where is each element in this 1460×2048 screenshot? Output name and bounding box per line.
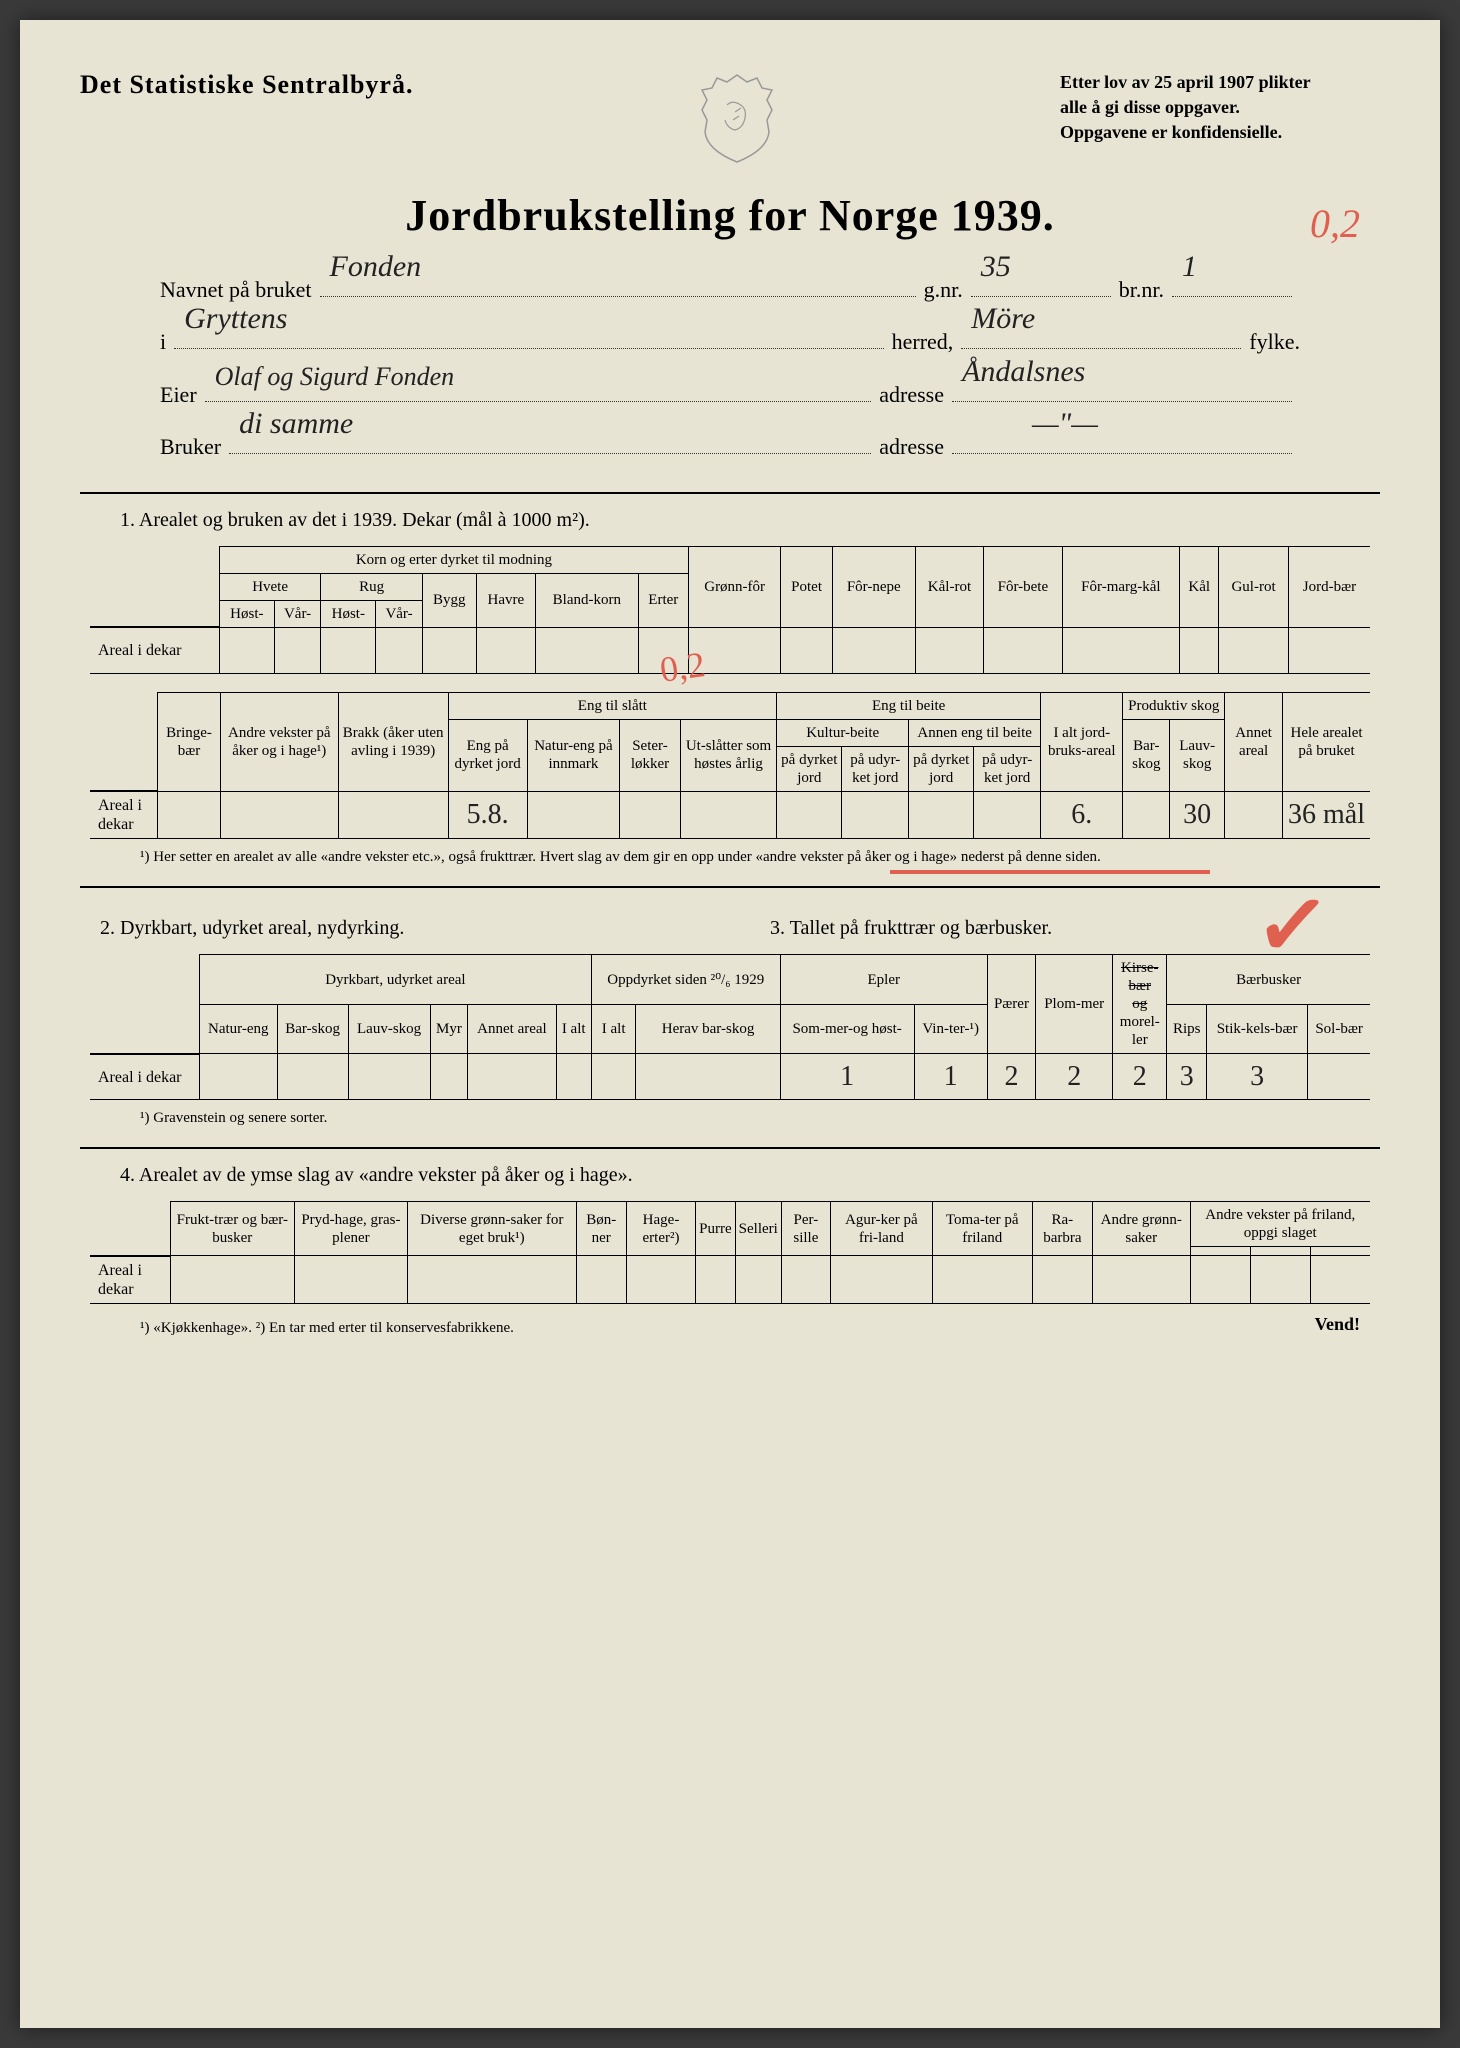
cell-stik: 3: [1207, 1054, 1308, 1100]
navnet-value: Fonden: [330, 234, 422, 300]
footnote-3: ¹) Gravenstein og senere sorter.: [140, 1110, 1380, 1127]
bruker-value: di samme: [239, 391, 353, 457]
section-2-title: 2. Dyrkbart, udyrket areal, nydyrking.: [100, 917, 710, 940]
vend-label: Vend!: [1315, 1314, 1360, 1343]
table-1b: Bringe-bær Andre vekster på åker og i ha…: [90, 692, 1370, 840]
cell-vinter: 1: [914, 1054, 987, 1100]
red-annotation: 0,2: [1310, 200, 1360, 247]
footnote-1: ¹) Her setter en arealet av alle «andre …: [140, 849, 1380, 866]
cell-ialt: 6.: [1041, 791, 1123, 839]
eier-label: Eier: [160, 371, 197, 419]
cell-sommer: 1: [780, 1054, 914, 1100]
org-name: Det Statistiske Sentralbyrå.: [80, 70, 413, 100]
row-label: Areal i dekar: [90, 1256, 170, 1304]
brnr-value: 1: [1182, 234, 1197, 300]
gnr-label: g.nr.: [924, 266, 963, 314]
row-label: Areal i dekar: [90, 1054, 199, 1100]
table-2-3: Dyrkbart, udyrket areal Oppdyrket siden …: [90, 954, 1370, 1100]
table-1a: Korn og erter dyrket til modning Grønn-f…: [90, 546, 1370, 674]
adresse-label-1: adresse: [879, 371, 944, 419]
info-block: Navnet på bruket Fonden g.nr. 35 br.nr. …: [160, 266, 1300, 472]
cell-eng-pa: 5.8.: [448, 791, 527, 839]
cell-kirse: 2: [1113, 1054, 1167, 1100]
cell-rips: 3: [1167, 1054, 1207, 1100]
form-page: Det Statistiske Sentralbyrå. Etter lov a…: [20, 20, 1440, 2028]
section-1-title: 1. Arealet og bruken av det i 1939. Deka…: [120, 509, 1380, 532]
table-4: Frukt-trær og bær-busker Pryd-hage, gras…: [90, 1201, 1370, 1304]
fylke-label: fylke.: [1249, 318, 1300, 366]
cell-lauvskog: 30: [1170, 791, 1225, 839]
footnote-4: ¹) «Kjøkkenhage». ²) En tar med erter ti…: [140, 1320, 514, 1337]
adresse-label-2: adresse: [879, 423, 944, 471]
herred-label: herred,: [892, 318, 954, 366]
i-value: Gryttens: [184, 286, 287, 352]
cell-plommer: 2: [1036, 1054, 1113, 1100]
i-label: i: [160, 318, 166, 366]
law-text: Etter lov av 25 april 1907 plikter alle …: [1060, 70, 1380, 146]
adresse-value-2: —"—: [1032, 391, 1098, 457]
row-label: Areal i dekar: [90, 627, 219, 673]
cell-hele: 36 mål: [1283, 791, 1370, 839]
brnr-label: br.nr.: [1119, 266, 1164, 314]
cell-paerer: 2: [987, 1054, 1035, 1100]
row-label: Areal i dekar: [90, 791, 158, 839]
header: Det Statistiske Sentralbyrå. Etter lov a…: [80, 70, 1380, 160]
section-4-title: 4. Arealet av de ymse slag av «andre vek…: [120, 1164, 1380, 1187]
bruker-label: Bruker: [160, 423, 221, 471]
red-underline: [890, 870, 1210, 874]
red-checkmark-icon: ✓: [1250, 870, 1334, 981]
red-annotation-table: 0,2: [657, 643, 707, 691]
coat-of-arms-icon: [697, 70, 777, 160]
